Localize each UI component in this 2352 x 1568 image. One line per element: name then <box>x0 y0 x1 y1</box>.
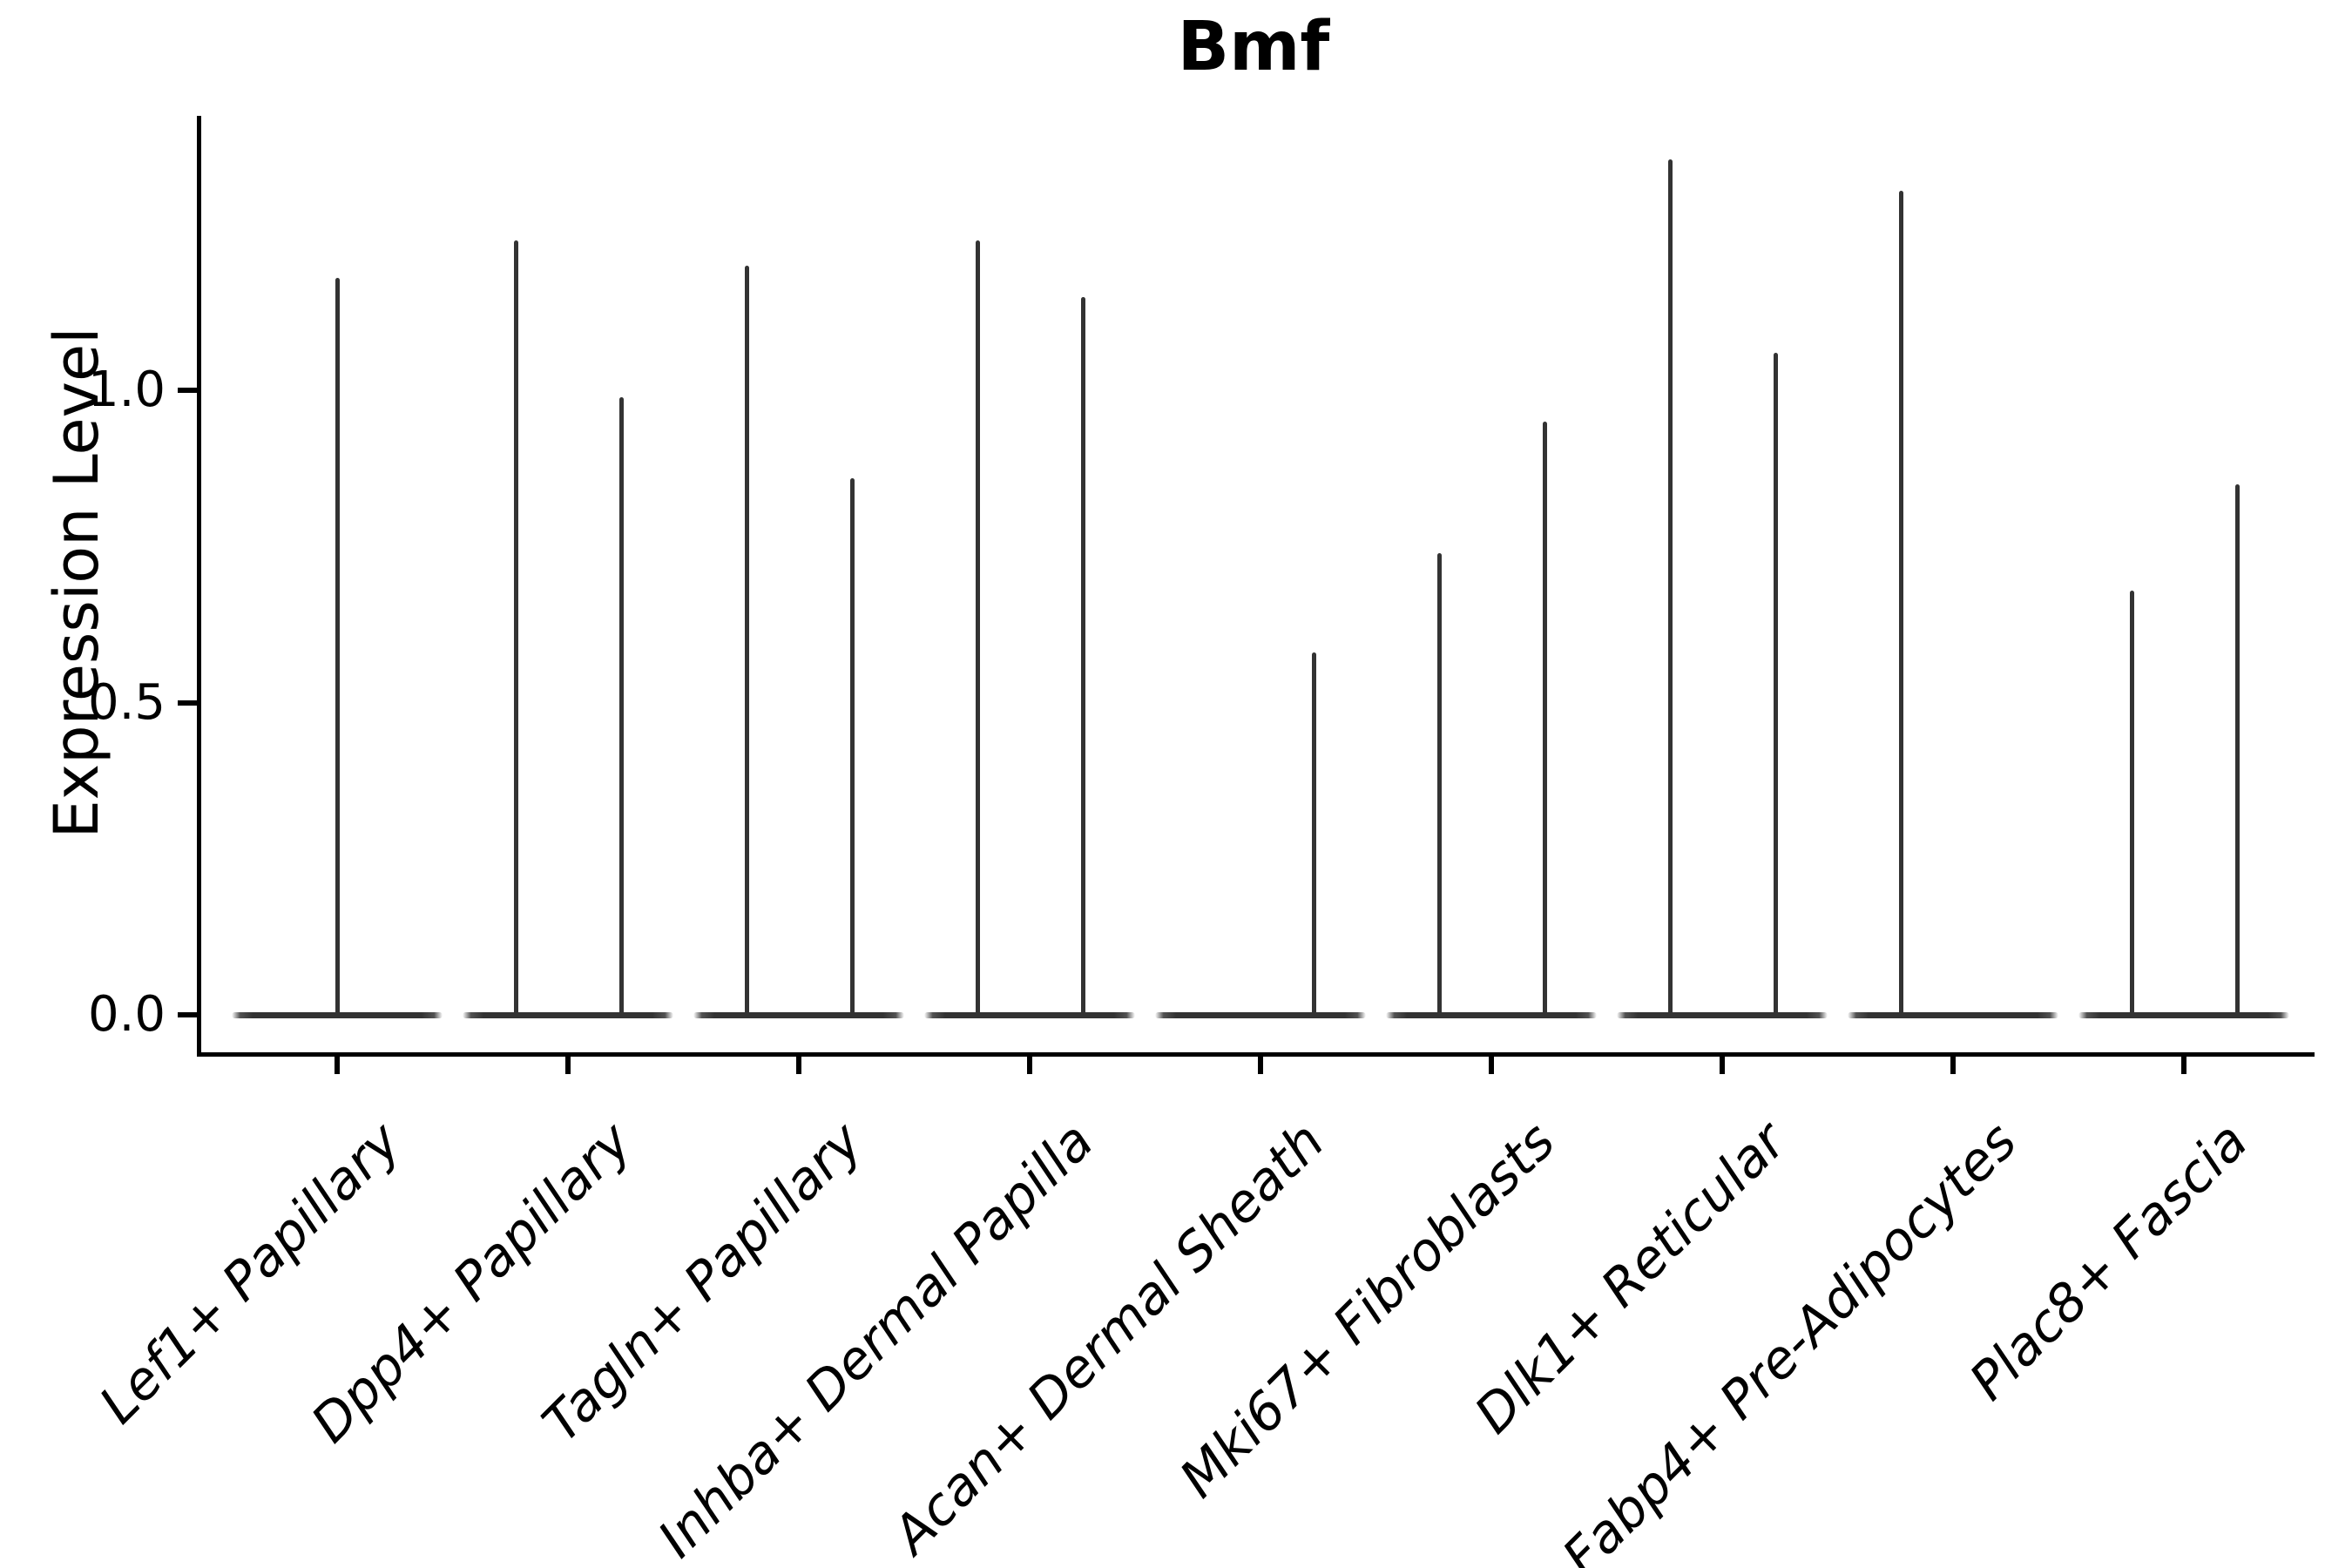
violin-spike <box>1773 353 1778 1017</box>
x-tick-label: Acan+ Dermal Sheath <box>881 1111 1336 1566</box>
violin-spike <box>513 240 518 1017</box>
violin-baseline <box>693 1012 904 1018</box>
x-tick-mark <box>1027 1057 1032 1074</box>
y-tick-label: 0.5 <box>87 673 166 731</box>
violin-spike <box>1898 191 1903 1017</box>
violin-spike <box>849 477 855 1017</box>
x-tick-mark <box>796 1057 801 1074</box>
violin-spike <box>1542 422 1547 1017</box>
violin-baseline <box>1386 1012 1597 1018</box>
chart-title: Bmf <box>1177 8 1330 86</box>
violin-baseline <box>2078 1012 2289 1018</box>
x-tick-mark <box>2181 1057 2186 1074</box>
plot-area <box>197 116 2315 1057</box>
x-tick-mark <box>1720 1057 1725 1074</box>
violin-spike <box>1080 296 1085 1017</box>
violin-spike <box>2234 483 2240 1017</box>
x-tick-mark <box>335 1057 340 1074</box>
x-tick-mark <box>565 1057 571 1074</box>
violin-spike <box>618 396 624 1017</box>
y-tick-mark <box>178 700 197 706</box>
violin-spike <box>2129 590 2134 1017</box>
y-tick-mark <box>178 1012 197 1017</box>
x-tick-label: Fabp4+ Pre-Adipocytes <box>1551 1111 2029 1568</box>
violin-baseline <box>463 1012 673 1018</box>
violin-spike <box>1667 159 1673 1017</box>
y-tick-label: 0.0 <box>87 986 166 1043</box>
x-tick-mark <box>1950 1057 1956 1074</box>
x-tick-mark <box>1258 1057 1263 1074</box>
violin-spike <box>335 278 340 1017</box>
y-tick-label: 1.0 <box>87 362 166 419</box>
violin-spike <box>1311 652 1316 1017</box>
violin-baseline <box>1617 1012 1828 1018</box>
x-tick-label: Inhba+ Dermal Papilla <box>646 1111 1105 1568</box>
violin-spike <box>744 266 749 1017</box>
violin-baseline <box>1155 1012 1366 1018</box>
violin-spike <box>975 240 980 1017</box>
x-tick-mark <box>1489 1057 1494 1074</box>
violin-baseline <box>924 1012 1135 1018</box>
violin-baseline <box>1848 1012 2058 1018</box>
y-tick-mark <box>178 388 197 394</box>
violin-spike <box>1436 552 1442 1017</box>
